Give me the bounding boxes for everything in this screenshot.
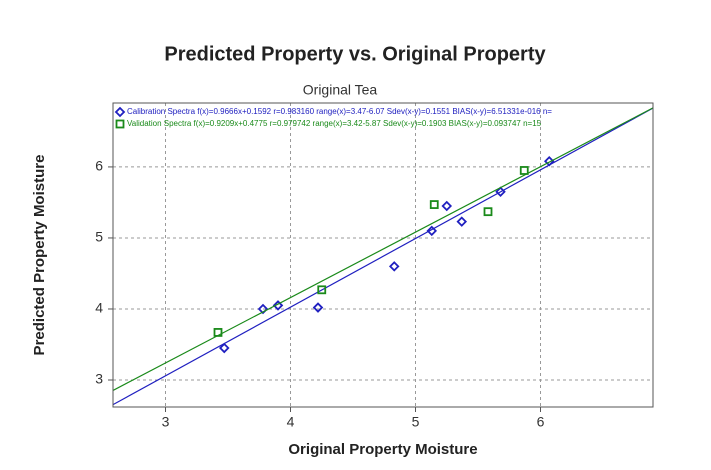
diamond-marker: [312, 302, 324, 313]
x-tick-label: 3: [162, 414, 170, 430]
y-tick-label: 5: [95, 229, 103, 245]
y-tick-label: 4: [95, 300, 103, 316]
square-marker: [115, 119, 125, 129]
square-marker: [519, 166, 529, 175]
fit-line: [113, 107, 653, 391]
square-marker: [483, 207, 493, 217]
x-tick-label: 4: [287, 414, 295, 430]
x-tick-label: 6: [537, 414, 545, 430]
legend-entry: Calibration Spectra f(x)=0.9666x+0.1592 …: [127, 107, 552, 116]
fit-line: [113, 107, 653, 406]
x-axis-label: Original Property Moisture: [288, 441, 477, 458]
square-marker: [213, 328, 223, 337]
y-tick-label: 6: [95, 158, 103, 174]
diamond-marker: [218, 342, 230, 354]
x-tick-label: 5: [412, 414, 420, 430]
diamond-marker: [426, 225, 438, 237]
chart-subtitle: Original Tea: [303, 82, 378, 98]
diamond-marker: [456, 216, 468, 227]
square-marker: [317, 285, 327, 295]
legend-entry: Validation Spectra f(x)=0.9209x+0.4775 r…: [127, 119, 542, 128]
square-marker: [429, 200, 439, 209]
diamond-marker: [441, 200, 453, 212]
plot-frame: [112, 102, 654, 408]
plot-area: Calibration Spectra f(x)=0.9666x+0.1592 …: [113, 106, 653, 406]
y-axis-label: Predicted Property Moisture: [31, 155, 48, 356]
diamond-marker: [257, 303, 269, 315]
grid: [113, 103, 653, 407]
y-tick-label: 3: [95, 371, 103, 387]
diamond-marker: [114, 106, 126, 118]
diamond-marker: [543, 155, 555, 167]
diamond-marker: [388, 261, 400, 272]
diamond-marker: [495, 186, 506, 198]
diamond-marker: [272, 300, 284, 311]
chart-title: Predicted Property vs. Original Property: [164, 43, 546, 65]
